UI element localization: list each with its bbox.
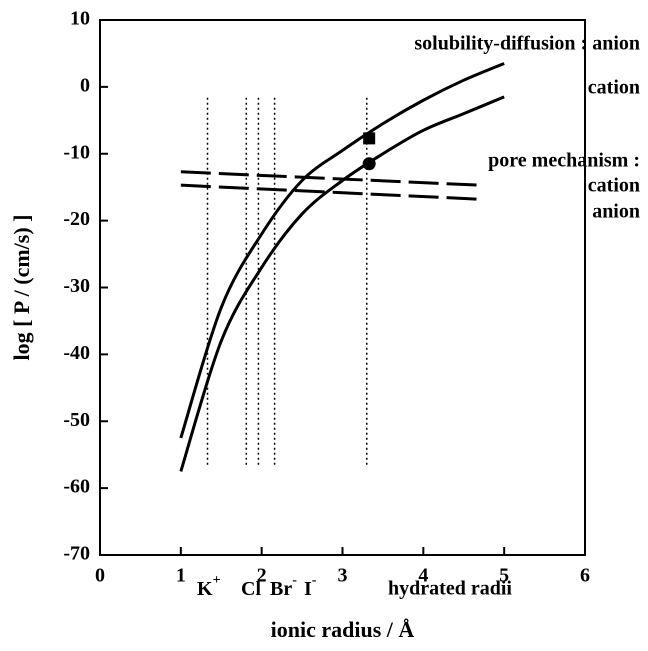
ion-label: K+ [197, 573, 221, 599]
plot-frame [99, 19, 586, 556]
y-tick-label: -30 [63, 275, 90, 297]
series-line [180, 170, 480, 187]
y-tick-label: -50 [63, 409, 90, 431]
ion-label: I- [304, 573, 317, 599]
ion-charge: + [213, 573, 221, 588]
pore-title: pore mechanism : [488, 150, 640, 172]
ion-charge: - [292, 573, 297, 588]
ion-charge: - [312, 573, 317, 588]
series-line [179, 62, 505, 439]
x-tick-label: 5 [499, 565, 509, 587]
x-tick-label: 0 [95, 565, 105, 587]
y-tick-label: -60 [63, 476, 90, 498]
ion-charge: - [261, 573, 266, 588]
point-circle [362, 157, 376, 171]
y-tick-label: 0 [80, 74, 90, 96]
y-tick-label: -10 [63, 141, 90, 163]
x-tick-label: 3 [338, 565, 348, 587]
series-line [179, 95, 505, 472]
ion-symbol: K [197, 578, 213, 600]
series-line [180, 183, 480, 201]
x-axis-label: ionic radius / Å [271, 617, 415, 642]
ion-symbol: Cl [241, 578, 261, 600]
ion-symbol: Br [270, 578, 292, 600]
point-square [363, 132, 376, 145]
y-tick-label: -20 [63, 208, 90, 230]
hydrated-label: hydrated radii [388, 578, 512, 600]
x-tick-label: 1 [176, 565, 186, 587]
y-tick-label: 10 [70, 8, 90, 30]
series-label: solubility-diffusion : anion [414, 33, 640, 55]
ion-symbol: I [304, 578, 312, 600]
series-label: cation [588, 175, 640, 197]
x-tick-label: 4 [418, 565, 428, 587]
ion-label: Br- [270, 573, 297, 599]
ion-label: Cl- [241, 573, 266, 599]
x-tick-label: 6 [580, 565, 590, 587]
y-tick-label: -40 [63, 342, 90, 364]
series-label: anion [592, 201, 640, 223]
x-tick-label: 2 [257, 565, 267, 587]
series-label: cation [588, 77, 640, 99]
y-axis-label: log [ P / (cm/s) ] [9, 214, 34, 360]
y-tick-label: -70 [63, 543, 90, 565]
